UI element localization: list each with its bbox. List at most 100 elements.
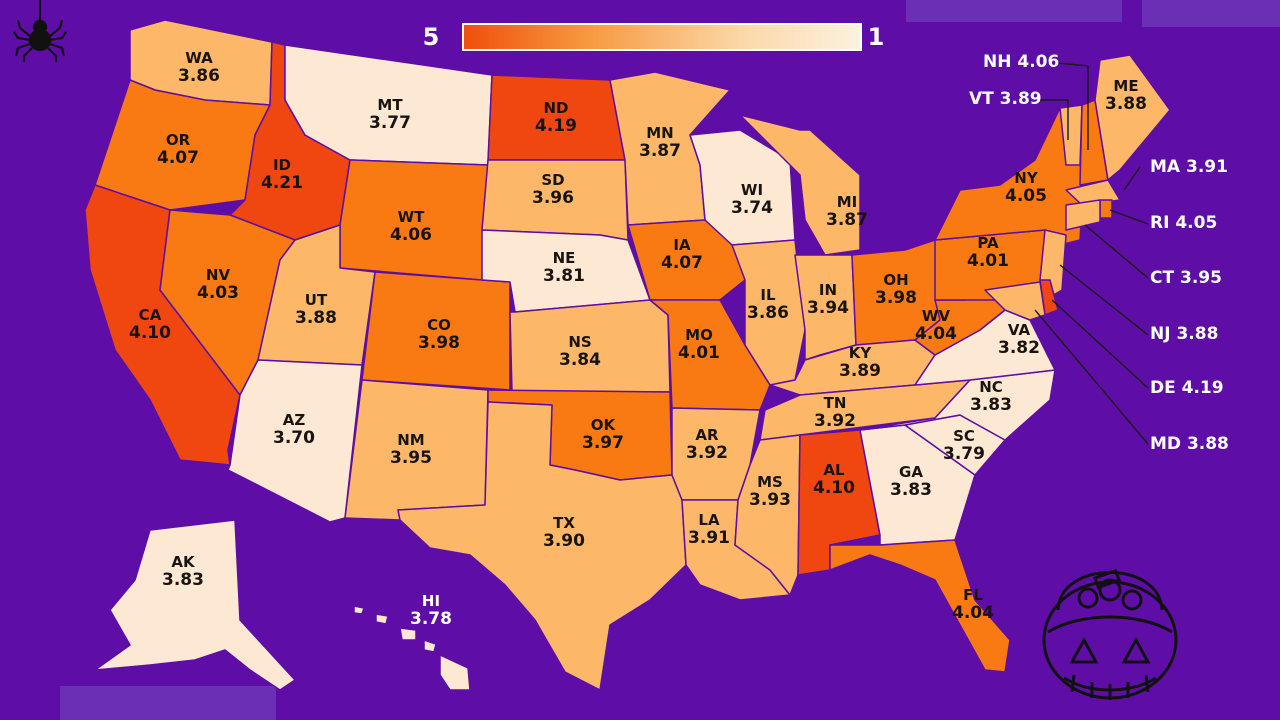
callout-vt: VT 3.89 (969, 89, 1042, 109)
label-ut-score: 3.88 (295, 307, 337, 328)
label-ca: CA 4.10 (129, 307, 171, 343)
label-nd-score: 4.19 (535, 115, 577, 136)
label-mn: MN 3.87 (639, 125, 681, 161)
label-al-abbr: AL (823, 461, 845, 480)
label-ky-abbr: KY (848, 344, 872, 363)
label-co: CO 3.98 (418, 317, 460, 353)
label-ca-score: 4.10 (129, 322, 171, 343)
label-wt-abbr: WT (397, 208, 425, 227)
label-ca-abbr: CA (138, 306, 162, 325)
label-nv-score: 4.03 (197, 282, 239, 303)
label-tn-abbr: TN (823, 394, 847, 413)
callout-md: MD 3.88 (1150, 434, 1229, 454)
label-sd: SD 3.96 (532, 172, 574, 208)
callout-leaders (1034, 62, 1149, 445)
label-wt: WT 4.06 (390, 209, 432, 245)
label-ok-score: 3.97 (582, 432, 624, 453)
state-ri[interactable] (1099, 199, 1113, 219)
label-sd-abbr: SD (541, 171, 565, 190)
label-oh-abbr: OH (883, 271, 909, 290)
callout-nh: NH 4.06 (983, 52, 1060, 72)
label-ar-score: 3.92 (686, 442, 728, 463)
label-tx-abbr: TX (553, 514, 575, 533)
label-wv: WV 4.04 (915, 308, 957, 344)
label-co-abbr: CO (427, 316, 451, 335)
label-ak-abbr: AK (171, 553, 195, 572)
label-ga-abbr: GA (899, 463, 923, 482)
label-hi: HI 3.78 (410, 593, 452, 629)
label-ns: NS 3.84 (559, 334, 601, 370)
label-tn-score: 3.92 (814, 410, 856, 431)
label-mt-score: 3.77 (369, 112, 411, 133)
pumpkin-bucket-icon (1042, 568, 1178, 700)
label-mn-abbr: MN (646, 124, 674, 143)
leader-nj (1059, 264, 1149, 336)
label-id-abbr: ID (272, 156, 292, 175)
state-hi[interactable] (439, 654, 471, 691)
label-mt: MT 3.77 (369, 97, 411, 133)
label-ar-abbr: AR (695, 426, 719, 445)
state-hi-island[interactable] (353, 605, 365, 615)
decorative-bar (906, 0, 1122, 22)
label-wt-score: 4.06 (390, 224, 432, 245)
state-tx[interactable] (397, 401, 687, 691)
decorative-bar (60, 686, 276, 720)
label-il-abbr: IL (760, 286, 776, 305)
state-ak[interactable] (94, 519, 296, 691)
label-ms-score: 3.93 (749, 489, 791, 510)
label-id-score: 4.21 (261, 172, 303, 193)
label-sc-score: 3.79 (943, 443, 985, 464)
state-hi-island[interactable] (399, 627, 417, 641)
callout-ma: MA 3.91 (1150, 157, 1228, 177)
label-ky: KY 3.89 (839, 345, 881, 381)
label-oh: OH 3.98 (875, 272, 917, 308)
label-hi-score: 3.78 (410, 608, 452, 629)
label-ny-score: 4.05 (1005, 185, 1047, 206)
state-ut[interactable] (257, 224, 376, 366)
label-az-score: 3.70 (273, 427, 315, 448)
label-tn: TN 3.92 (814, 395, 856, 431)
state-ct[interactable] (1065, 199, 1101, 231)
state-ma[interactable] (1065, 179, 1121, 206)
label-la-abbr: LA (698, 511, 720, 530)
state-fl[interactable] (829, 539, 1011, 673)
label-nc-abbr: NC (979, 378, 1003, 397)
label-nv: NV 4.03 (197, 267, 239, 303)
label-va: VA 3.82 (998, 322, 1040, 358)
label-fl-score: 4.04 (952, 602, 994, 623)
label-wa-abbr: WA (185, 49, 213, 68)
label-pa-abbr: PA (977, 234, 999, 253)
state-hi-island[interactable] (423, 639, 437, 653)
label-az: AZ 3.70 (273, 412, 315, 448)
label-la-score: 3.91 (688, 527, 730, 548)
label-ok-abbr: OK (590, 416, 616, 435)
label-nd: ND 4.19 (535, 100, 577, 136)
label-in: IN 3.94 (807, 282, 849, 318)
label-wv-abbr: WV (921, 307, 951, 326)
label-ga: GA 3.83 (890, 464, 932, 500)
label-ns-abbr: NS (568, 333, 592, 352)
label-ms: MS 3.93 (749, 474, 791, 510)
state-mo[interactable] (649, 299, 771, 411)
label-ne-abbr: NE (552, 249, 576, 268)
label-al-score: 4.10 (813, 477, 855, 498)
state-az[interactable] (227, 359, 363, 523)
leader-md (1034, 309, 1149, 445)
label-id: ID 4.21 (261, 157, 303, 193)
label-mi-abbr: MI (836, 193, 858, 212)
state-mi[interactable] (739, 114, 861, 256)
label-in-score: 3.94 (807, 297, 849, 318)
label-wv-score: 4.04 (915, 323, 957, 344)
state-hi-island[interactable] (375, 613, 389, 625)
label-oh-score: 3.98 (875, 287, 917, 308)
label-ny: NY 4.05 (1005, 170, 1047, 206)
label-hi-abbr: HI (421, 592, 441, 611)
state-md[interactable] (984, 281, 1046, 321)
callout-ct: CT 3.95 (1150, 268, 1222, 288)
label-nd-abbr: ND (543, 99, 569, 118)
label-ky-score: 3.89 (839, 360, 881, 381)
label-ak: AK 3.83 (162, 554, 204, 590)
label-ak-score: 3.83 (162, 569, 204, 590)
leader-ct (1084, 224, 1149, 279)
